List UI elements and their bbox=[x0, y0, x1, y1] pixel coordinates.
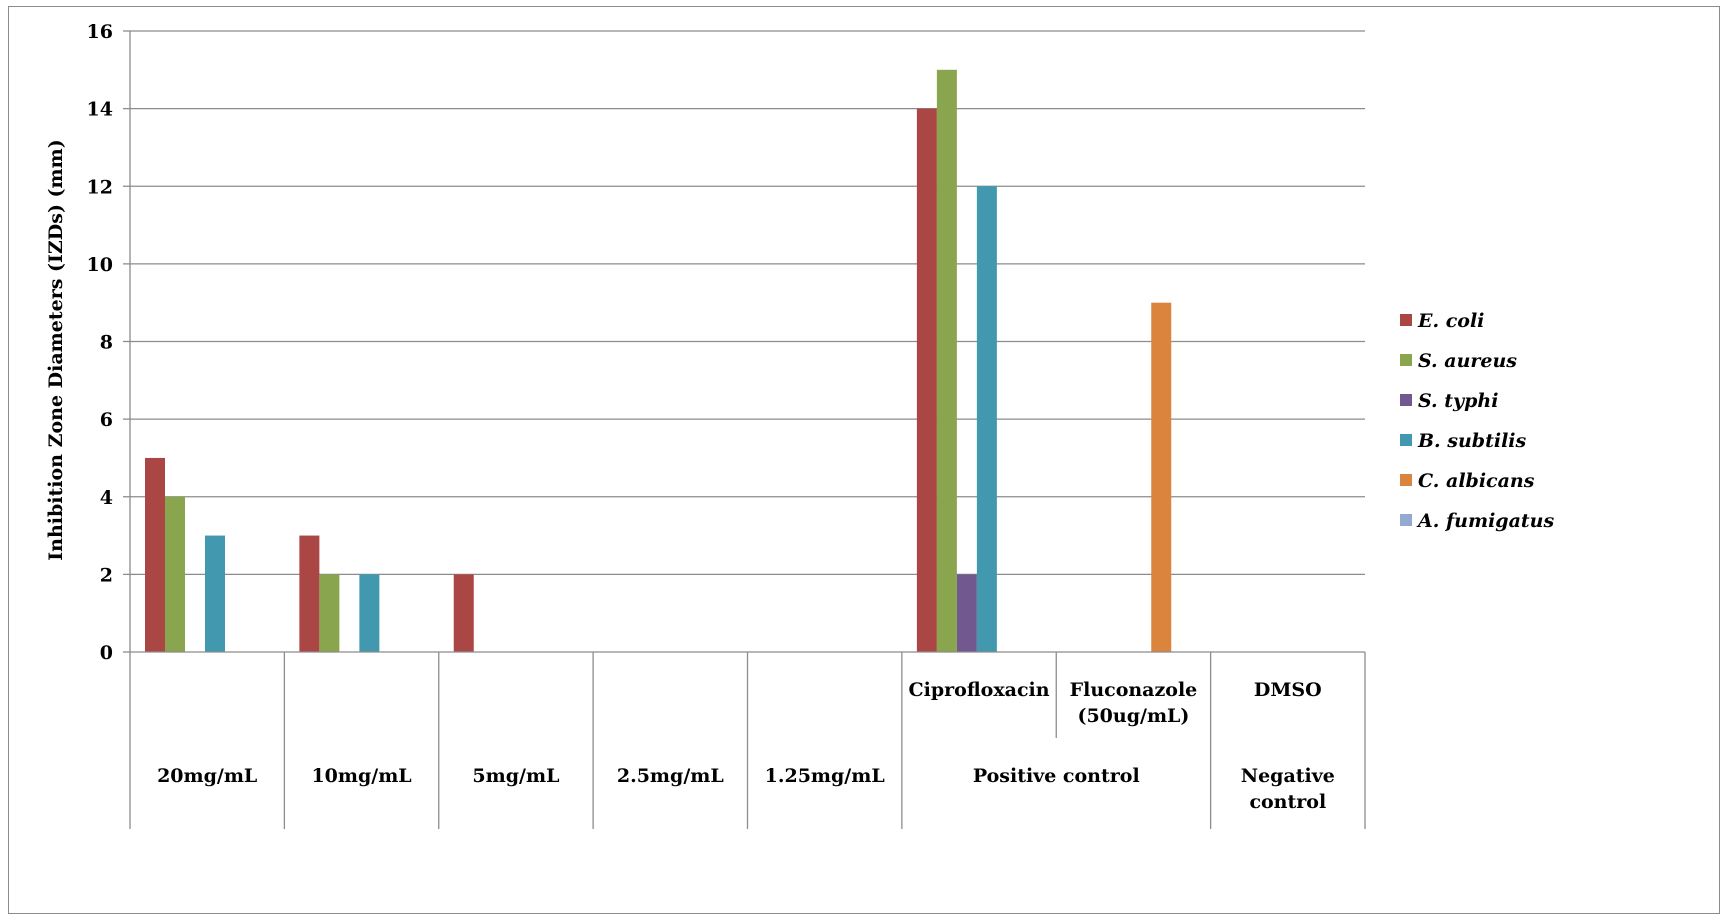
y-tick-label: 8 bbox=[100, 332, 113, 354]
legend-label: E. coli bbox=[1417, 310, 1484, 332]
legend-swatch bbox=[1400, 354, 1412, 366]
x-group-label: Positive control bbox=[973, 765, 1140, 787]
x-category-label: DMSO bbox=[1254, 679, 1322, 701]
legend-label: S. typhi bbox=[1418, 390, 1498, 412]
x-category-label: 10mg/mL bbox=[311, 765, 411, 787]
legend-swatch bbox=[1400, 434, 1412, 446]
x-category-labels: 20mg/mL 10mg/mL 5mg/mL 2.5mg/mL 1.25mg/mL Cip… bbox=[157, 679, 1335, 813]
bar bbox=[916, 108, 937, 652]
x-category-label: Ciprofloxacin bbox=[909, 679, 1050, 701]
bar bbox=[299, 535, 320, 652]
bar bbox=[359, 574, 380, 652]
bar bbox=[936, 69, 957, 652]
y-tick-labels: 0 2 4 6 8 10 12 14 16 bbox=[87, 21, 113, 664]
bar bbox=[145, 457, 165, 652]
bar bbox=[165, 496, 185, 652]
y-axis-label: Inhibition Zone Diameters (IZDs) (mm) bbox=[45, 139, 67, 561]
axes bbox=[123, 30, 1366, 829]
bar bbox=[956, 574, 977, 652]
x-category-label: 5mg/mL bbox=[472, 765, 559, 787]
bar bbox=[1151, 302, 1172, 652]
bar bbox=[319, 574, 340, 652]
y-tick-label: 0 bbox=[100, 642, 113, 664]
gridlines bbox=[130, 30, 1365, 576]
x-category-label: (50ug/mL) bbox=[1077, 705, 1189, 727]
legend-swatch bbox=[1400, 314, 1412, 326]
y-tick-label: 16 bbox=[87, 21, 113, 43]
y-tick-label: 2 bbox=[100, 564, 113, 586]
bars bbox=[145, 69, 1172, 652]
legend-label: A. fumigatus bbox=[1416, 510, 1554, 532]
y-tick-label: 6 bbox=[100, 409, 113, 431]
legend: E. coli S. aureus S. typhi B. subtilis C. al… bbox=[1400, 310, 1554, 532]
legend-swatch bbox=[1400, 514, 1412, 526]
legend-swatch bbox=[1400, 474, 1412, 486]
x-category-label: Fluconazole bbox=[1070, 679, 1198, 701]
legend-label: B. subtilis bbox=[1417, 430, 1527, 452]
x-category-label: 1.25mg/mL bbox=[765, 765, 885, 787]
legend-label: C. albicans bbox=[1418, 470, 1535, 492]
x-group-label: Negative bbox=[1241, 765, 1335, 787]
x-group-label: control bbox=[1249, 791, 1326, 813]
bar bbox=[205, 535, 225, 652]
x-category-label: 2.5mg/mL bbox=[617, 765, 724, 787]
y-tick-label: 4 bbox=[100, 487, 113, 509]
y-tick-label: 14 bbox=[87, 99, 113, 121]
y-tick-label: 12 bbox=[87, 176, 113, 198]
legend-label: S. aureus bbox=[1418, 350, 1517, 372]
chart-frame bbox=[8, 6, 1720, 914]
y-tick-label: 10 bbox=[87, 254, 113, 276]
bar bbox=[976, 186, 997, 652]
x-category-label: 20mg/mL bbox=[157, 765, 257, 787]
bar bbox=[453, 574, 474, 652]
legend-swatch bbox=[1400, 394, 1412, 406]
